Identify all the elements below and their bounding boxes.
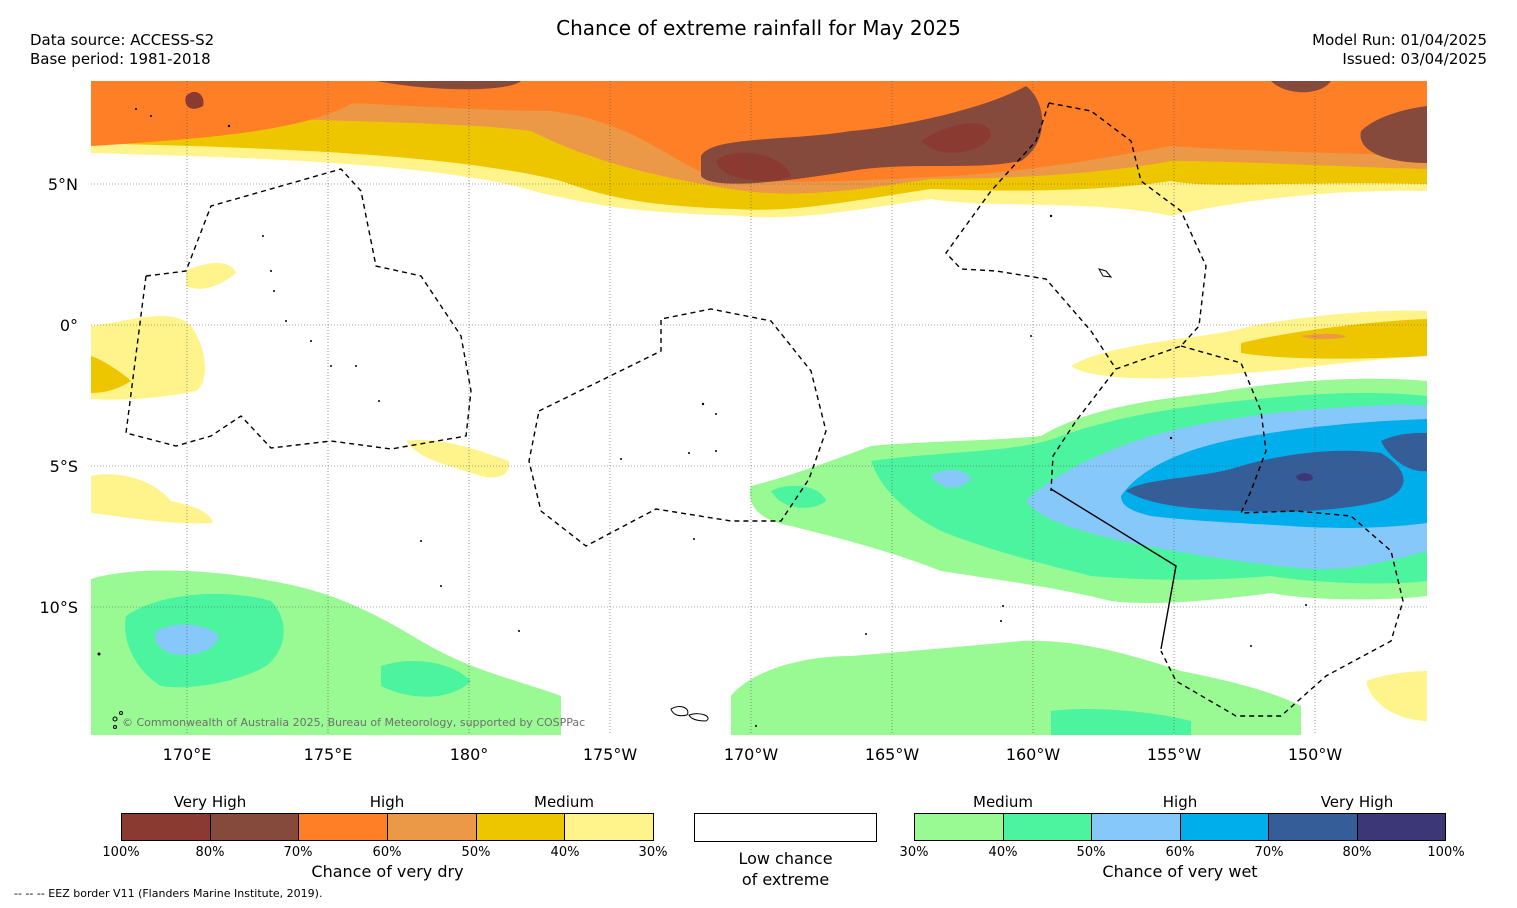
wet-patch-blue [931,469,971,488]
wet-tick: 40% [988,845,1018,860]
wet-tick: 100% [1427,845,1465,860]
wet-category-high: High [1162,793,1198,811]
wet-sw-40b [381,661,471,697]
dry-tick: 60% [372,845,402,860]
islands [112,268,1113,729]
wet-patch-center [771,485,826,508]
dry-patch-c [1366,671,1427,721]
dry-patch-b [406,440,510,478]
dry-east-50 [1301,333,1346,340]
wet-sc-30 [731,640,1301,735]
dry-swatch-40-30 [565,814,654,840]
lon-label-170e: 170°E [162,745,212,764]
eez-footer-note: -- -- -- EEZ border V11 (Flanders Marine… [14,887,323,900]
data-source-text: Data source: ACCESS-S2 [30,31,215,49]
wet-swatch-60-70 [1180,814,1269,840]
lat-label-0: 0° [59,316,78,335]
dry-category-very-high: Very High [173,793,247,811]
dry-region-80b [921,123,991,153]
atolls [97,108,1307,727]
wet-tick: 60% [1165,845,1195,860]
lat-label-5s: 5°S [49,457,78,476]
lon-label-160w: 160°W [1005,745,1061,764]
wet-tick: 80% [1342,845,1372,860]
lon-label-150w: 150°W [1287,745,1343,764]
dry-east-40 [1241,319,1427,359]
model-run-info: Model Run: 01/04/2025 Issued: 03/04/2025 [1312,31,1487,69]
dry-west-30b [91,474,213,524]
lon-label-175w: 175°W [582,745,638,764]
wet-region-80 [1296,473,1313,482]
wet-swatch-80-100 [1357,814,1445,840]
dry-tick: 40% [550,845,580,860]
wet-tick: 50% [1076,845,1106,860]
issued-text: Issued: 03/04/2025 [1342,50,1487,68]
dry-region-70c [376,81,521,90]
lon-label-170w: 170°W [723,745,779,764]
dry-legend-caption: Chance of very dry [311,862,464,881]
dry-swatch-50-40 [476,814,566,840]
dry-region-80c [185,91,204,109]
wet-category-very-high: Very High [1320,793,1394,811]
lon-label-180: 180° [449,745,489,764]
dry-tick: 70% [283,845,313,860]
dry-swatch-80-70 [210,814,300,840]
model-run-text: Model Run: 01/04/2025 [1312,31,1487,49]
dry-region-60 [91,81,1427,182]
wet-sc-40 [1051,709,1191,735]
wet-region-70 [1126,450,1404,512]
dry-legend-bar [121,813,654,841]
low-chance-caption: Low chance of extreme [694,848,877,890]
lat-label-5n: 5°N [47,175,78,194]
dry-region-70b [1360,106,1427,163]
wet-region-70b [1381,432,1427,472]
dry-tick: 50% [461,845,491,860]
dry-tick: 80% [195,845,225,860]
dry-west-40 [91,356,131,393]
copyright-notice: © Commonwealth of Australia 2025, Bureau… [122,716,586,729]
wet-legend-bar [914,813,1446,841]
wet-tick: 70% [1254,845,1284,860]
dry-region-80 [716,152,791,181]
grid-lines [91,81,1427,735]
solid-border [1050,488,1177,650]
lon-label-165w: 165°W [864,745,920,764]
dry-patch-a [186,263,236,289]
data-source-info: Data source: ACCESS-S2 Base period: 1981… [30,31,214,69]
wet-swatch-70-80 [1269,814,1358,840]
wet-legend-caption: Chance of very wet [1102,862,1258,881]
rainfall-map [91,81,1427,735]
low-chance-caption-line2: of extreme [741,870,830,889]
wet-category-medium: Medium [973,793,1033,811]
lat-label-10s: 10°S [39,598,78,617]
dry-region-70d [1271,81,1331,93]
wet-swatch-30-40 [915,814,1004,840]
dry-swatch-60-50 [388,814,477,840]
base-period-text: Base period: 1981-2018 [30,50,211,68]
lon-label-175e: 175°E [303,745,353,764]
lon-label-155w: 155°W [1146,745,1202,764]
dry-swatch-70-60 [299,814,389,840]
low-chance-swatch [694,813,877,842]
dry-category-medium: Medium [534,793,594,811]
dry-tick: 30% [638,845,668,860]
wet-tick: 30% [899,845,929,860]
map-title: Chance of extreme rainfall for May 2025 [556,16,961,40]
eez-borders [125,102,1404,717]
dry-category-high: High [369,793,405,811]
dry-swatch-100-80 [122,814,211,840]
dry-tick: 100% [102,845,140,860]
wet-swatch-40-50 [1003,814,1092,840]
dry-region-70 [701,86,1043,184]
wet-swatch-50-60 [1092,814,1181,840]
dry-region-60b [91,81,381,146]
low-chance-caption-line1: Low chance [738,849,833,868]
